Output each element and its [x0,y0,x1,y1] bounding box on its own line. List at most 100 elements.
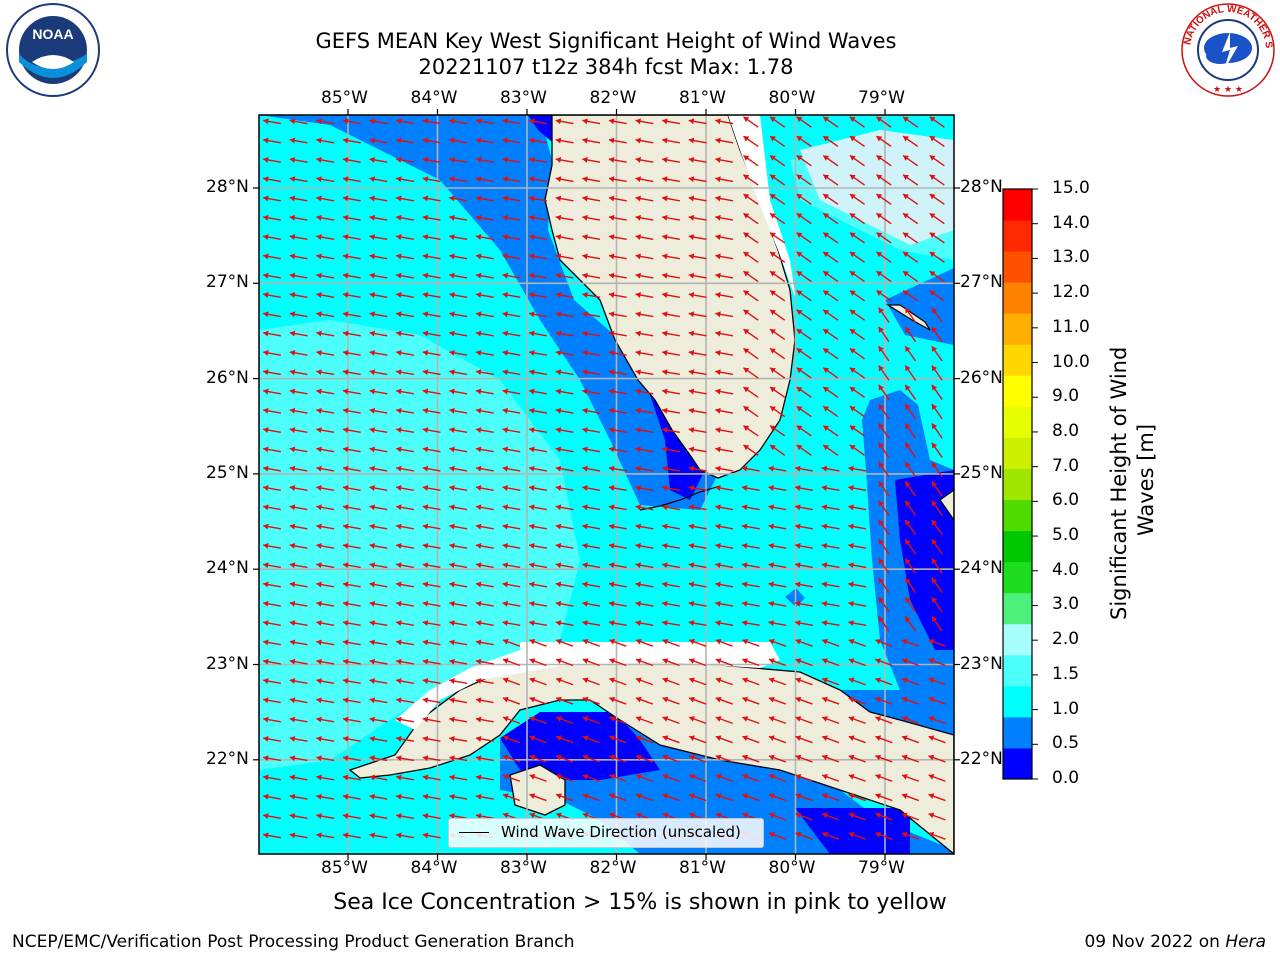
wind-wave-arrow [529,581,547,588]
wind-wave-arrow [529,735,547,744]
wind-wave-arrow [263,562,281,569]
colorbar-tick-label: 2.0 [1052,629,1080,650]
wind-wave-arrow [796,193,812,205]
wind-wave-arrow [342,678,361,684]
wind-wave-arrow [635,542,654,549]
wind-wave-arrow [688,446,707,453]
lat-label: 24°N [206,558,249,579]
ocean-deep-region-south [500,712,660,780]
wind-wave-arrow [263,620,281,627]
wind-wave-arrow [289,465,308,472]
wind-wave-arrow [529,716,547,725]
wind-wave-arrow [263,176,281,183]
colorbar-segment [1003,344,1032,376]
wind-wave-arrow [821,812,840,821]
wind-wave-arrow [316,465,335,472]
wind-wave-arrow [875,696,893,705]
wind-wave-arrow [688,716,707,725]
wind-wave-arrow [608,234,627,241]
wind-wave-arrow [263,156,281,163]
lat-label: 23°N [206,653,249,674]
wind-wave-arrow [635,349,654,356]
wind-wave-arrow [396,774,414,781]
wind-wave-arrow [502,176,521,183]
wind-wave-arrow [769,347,786,360]
wind-wave-arrow [449,562,468,569]
wind-wave-arrow [795,754,813,763]
wind-wave-arrow [529,137,547,144]
wind-wave-arrow [263,369,281,376]
wind-wave-arrow [396,523,414,530]
wind-wave-arrow [422,446,441,453]
wind-wave-arrow [555,330,574,337]
wind-wave-arrow [741,581,760,588]
wind-wave-arrow [928,812,946,821]
wind-wave-arrow [688,156,707,163]
wind-wave-arrow [635,272,654,279]
wind-wave-arrow [529,427,547,434]
wind-wave-arrow [769,444,786,456]
colorbar-tick-label: 14.0 [1052,212,1090,233]
wind-wave-arrow [475,156,494,163]
wind-wave-arrow [849,347,865,360]
wind-wave-arrow [743,405,759,418]
wind-wave-arrow [582,407,601,414]
wind-wave-arrow [743,135,759,148]
colorbar-tick-label: 12.0 [1052,282,1090,303]
wind-wave-arrow [715,465,734,472]
wind-wave-arrow [422,253,441,260]
wind-wave-arrow [901,638,920,647]
wind-wave-arrow [422,330,441,337]
wind-wave-arrow [449,581,468,588]
wind-wave-arrow [608,504,627,511]
footer-host: Hera [1225,932,1266,952]
wind-wave-arrow [741,465,760,472]
wind-wave-arrow [878,423,890,439]
wind-wave-arrow [449,697,468,704]
lat-label: 26°N [960,367,1003,388]
chart-title: GEFS MEAN Key West Significant Height of… [315,29,897,53]
colorbar-tick-label: 0.0 [1052,768,1080,788]
colorbar-tick-label: 9.0 [1052,386,1080,407]
wind-wave-arrow [635,581,654,588]
wind-wave-arrow [662,735,680,744]
wind-wave-arrow [848,600,867,607]
lat-label: 28°N [960,177,1003,197]
wind-wave-arrow [342,639,361,646]
map-frame [258,114,955,855]
wind-wave-arrow [449,678,468,684]
wind-wave-arrow [316,697,335,704]
wind-wave-arrow [688,696,707,705]
wind-wave-arrow [743,212,759,225]
wind-wave-arrow [502,716,521,725]
wind-wave-arrow [475,523,494,530]
wind-wave-arrow [342,253,361,260]
wind-wave-arrow [289,292,308,298]
wind-wave-arrow [502,156,521,163]
wind-wave-arrow [342,735,361,742]
wind-wave-arrow [848,523,867,530]
wind-wave-arrow [796,289,812,302]
wind-wave-arrow [609,696,627,705]
wind-wave-arrow [795,581,813,588]
wind-wave-arrow [529,620,547,627]
wind-wave-arrow [396,234,414,241]
wind-wave-arrow [795,465,813,472]
wind-wave-arrow [901,774,920,782]
wind-wave-arrow [529,369,547,376]
wind-wave-arrow [822,116,839,128]
wind-wave-arrow [901,716,920,725]
wind-wave-arrow [449,755,468,762]
wind-wave-arrow [422,542,441,549]
wind-wave-arrow [475,639,494,646]
wind-wave-arrow [369,137,388,144]
wind-wave-arrow [662,774,680,782]
wind-wave-arrow [662,427,680,434]
wind-wave-arrow [662,523,680,530]
colorbar [1002,188,1038,780]
wind-wave-arrow [396,832,414,839]
wind-wave-arrow [662,156,680,163]
wind-wave-arrow [741,504,760,511]
wind-wave-arrow [609,735,627,744]
wind-wave-arrow [878,384,890,400]
